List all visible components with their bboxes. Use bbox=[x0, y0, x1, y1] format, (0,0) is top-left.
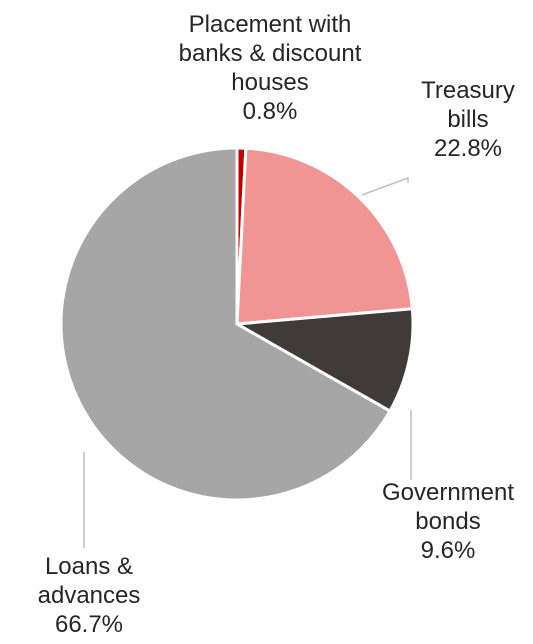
slice-value-label: 66.7% bbox=[55, 611, 123, 638]
slice-name-line: Loans & bbox=[45, 553, 133, 580]
pie-slices bbox=[59, 146, 415, 502]
slice-name-line: Placement with bbox=[189, 11, 352, 38]
pie-slice-loans-advances bbox=[59, 146, 392, 502]
slice-label: Loans & advances 66.7% bbox=[38, 553, 141, 638]
leader-lines bbox=[83, 176, 412, 548]
pie-slice-treasury-bills bbox=[235, 146, 414, 326]
slice-name-line: Government bbox=[382, 479, 514, 506]
leader-line bbox=[361, 176, 409, 196]
slice-name-line: houses bbox=[231, 69, 308, 96]
slice-label: Placement with banks & discount houses 0.8% bbox=[179, 11, 362, 125]
slice-name-line: advances bbox=[38, 582, 141, 609]
slice-labels: Placement with banks & discount houses 0.8%… bbox=[38, 11, 515, 638]
slice-name-line: Treasury bbox=[421, 77, 515, 104]
slice-label: Government bonds 9.6% bbox=[382, 479, 514, 564]
slice-value-label: 22.8% bbox=[434, 135, 502, 162]
slice-label: Treasury bills 22.8% bbox=[421, 77, 515, 162]
slice-value-label: 9.6% bbox=[421, 537, 476, 564]
slice-name-line: bonds bbox=[415, 508, 480, 535]
slice-name-line: banks & discount bbox=[179, 40, 362, 67]
pie-slice-government-bonds bbox=[235, 307, 415, 413]
slice-name-line: bills bbox=[447, 106, 488, 133]
slice-value-label: 0.8% bbox=[243, 98, 298, 125]
